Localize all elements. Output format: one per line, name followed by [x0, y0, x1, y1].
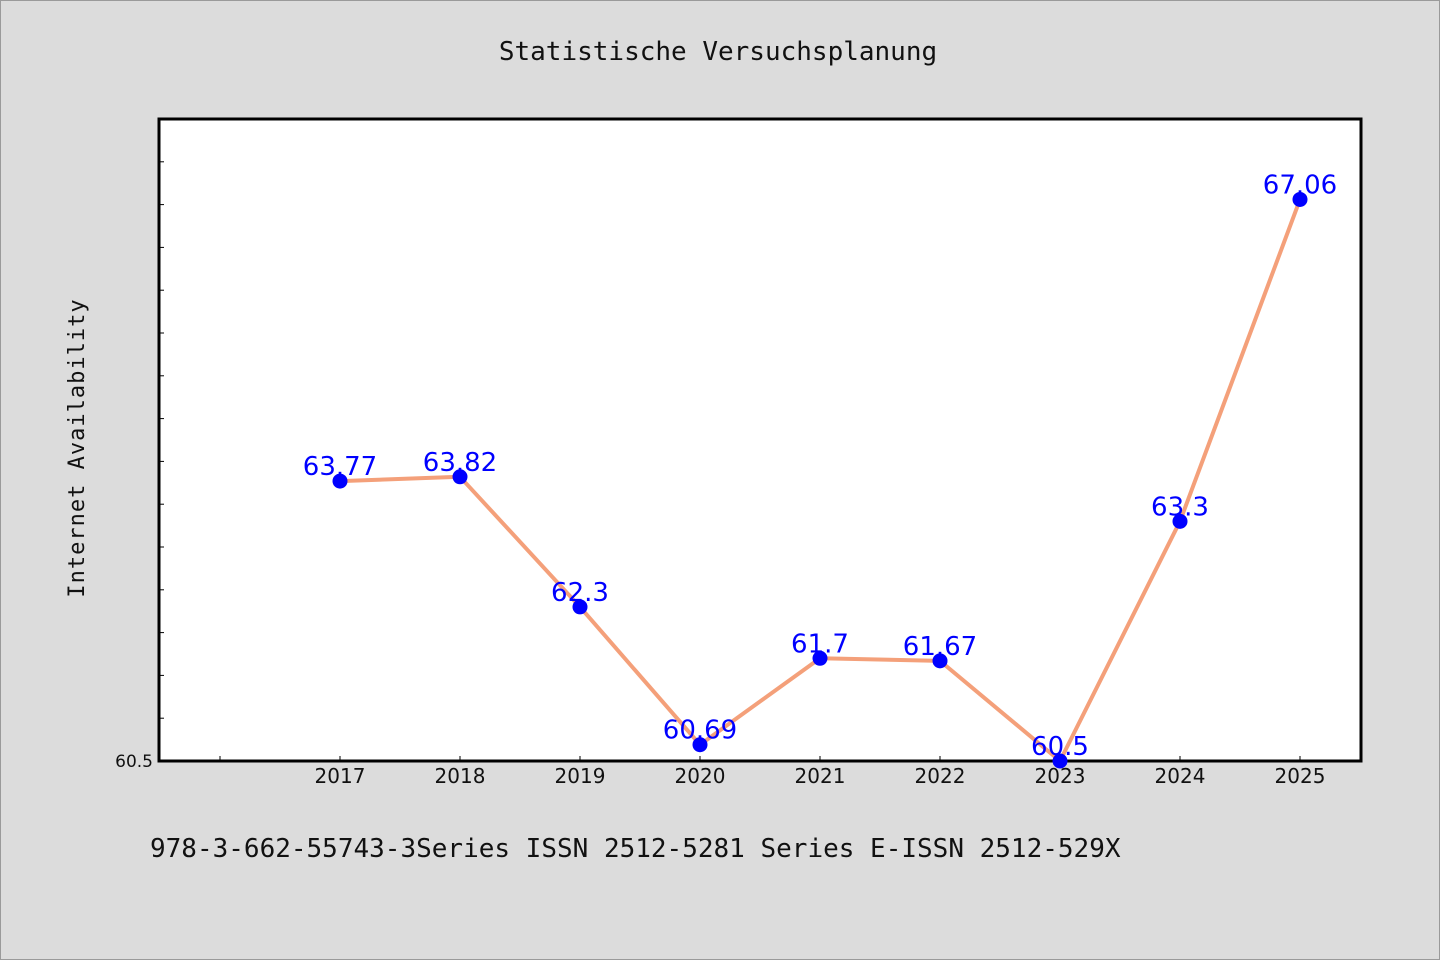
- data-point: [452, 469, 468, 485]
- data-label: 63.77: [303, 452, 377, 482]
- y-axis-ticks: 60.5: [115, 118, 164, 772]
- data-point: [692, 737, 708, 753]
- plot-area: [157, 117, 1363, 763]
- chart-title: Statistische Versuchsplanung: [499, 37, 937, 67]
- data-point: [932, 653, 948, 669]
- x-axis-ticks: 2017 2018 2019 2020 2021 2022 2023 2024 2025: [219, 756, 1326, 788]
- data-label: 61.7: [791, 629, 849, 659]
- data-point: [332, 473, 348, 489]
- data-label: 67.06: [1263, 170, 1337, 200]
- data-label: 62.3: [551, 578, 609, 608]
- data-label: 60.5: [1031, 732, 1089, 762]
- data-label: 63.82: [423, 448, 497, 478]
- series-layer: 63.77 63.82 62.3 60.69 61.7 61.67 60.5 63.3 67.0…: [303, 170, 1337, 769]
- x-tick-label: 2021: [795, 764, 846, 788]
- y-tick-label: 60.5: [115, 752, 153, 772]
- x-tick-label: 2025: [1275, 764, 1326, 788]
- data-point: [1292, 191, 1308, 207]
- data-label: 60.69: [663, 716, 737, 746]
- data-label: 61.67: [903, 632, 977, 662]
- x-tick-label: 2017: [315, 764, 366, 788]
- x-tick-label: 2019: [555, 764, 606, 788]
- x-tick-label: 2022: [915, 764, 966, 788]
- data-label: 63.3: [1151, 492, 1209, 522]
- y-axis-label: Internet Availability: [65, 298, 90, 597]
- data-point: [1172, 513, 1188, 529]
- data-point: [572, 599, 588, 615]
- x-tick-label: 2024: [1155, 764, 1206, 788]
- footnote: 978-3-662-55743-3Series ISSN 2512-5281 S…: [150, 834, 1121, 864]
- x-tick-label: 2018: [435, 764, 486, 788]
- data-point: [1052, 753, 1068, 769]
- data-point: [812, 650, 828, 666]
- x-tick-label: 2020: [675, 764, 726, 788]
